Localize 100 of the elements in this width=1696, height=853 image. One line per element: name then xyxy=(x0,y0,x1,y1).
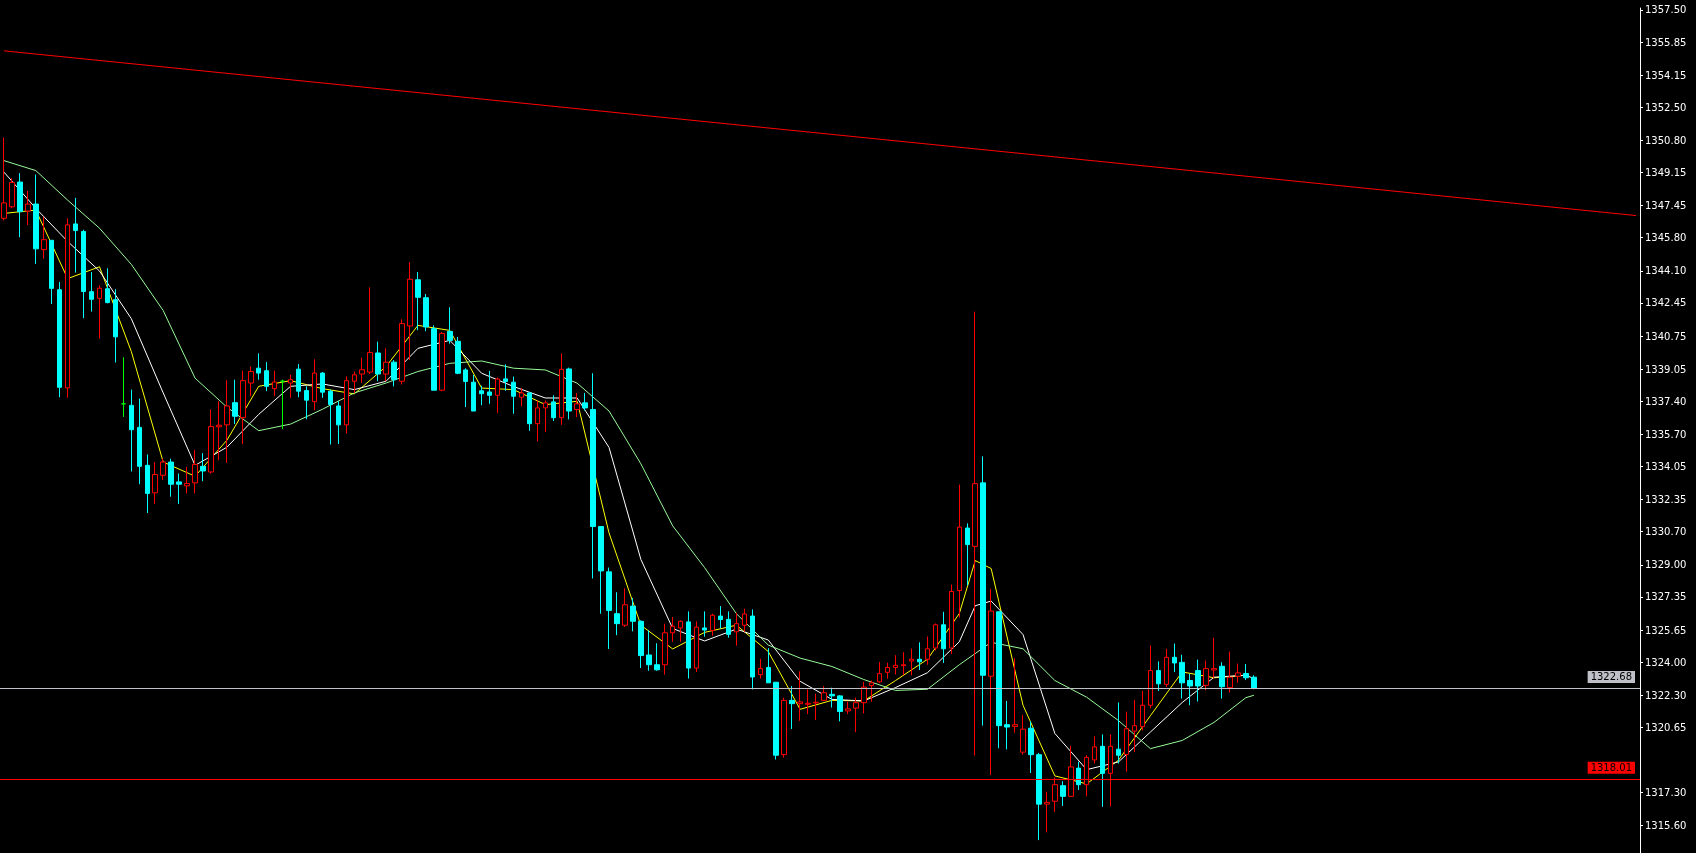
candlestick xyxy=(328,389,333,446)
candlestick xyxy=(853,697,859,733)
candlestick xyxy=(1179,654,1185,700)
y-tick-label: 1315.60 xyxy=(1645,820,1687,832)
candlestick xyxy=(1116,702,1121,764)
candlestick xyxy=(742,608,747,633)
candlestick xyxy=(758,658,763,680)
y-tick-label: 1352.50 xyxy=(1645,101,1687,113)
candlestick xyxy=(972,311,978,756)
y-tick-label: 1344.10 xyxy=(1645,265,1687,277)
candlestick xyxy=(359,357,365,384)
candlestick xyxy=(320,371,325,399)
candlestick xyxy=(527,391,532,432)
y-tick-label: 1355.85 xyxy=(1645,36,1687,48)
candlestick xyxy=(1148,644,1153,709)
candlestick xyxy=(789,685,795,730)
y-tick-label: 1337.40 xyxy=(1645,395,1687,407)
candlestick xyxy=(551,394,556,422)
candlestick xyxy=(1235,663,1241,684)
candlestick xyxy=(622,587,628,628)
candlestick xyxy=(463,367,468,408)
candlestick xyxy=(1092,735,1097,764)
candlestick xyxy=(97,284,102,340)
candlestick xyxy=(9,177,15,209)
candlestick xyxy=(224,379,230,464)
y-tick-label: 1340.75 xyxy=(1645,330,1687,342)
candlestick xyxy=(176,473,182,505)
candlestick xyxy=(1251,674,1257,690)
candlestick xyxy=(1156,660,1161,692)
candlestick xyxy=(296,363,301,398)
candlestick xyxy=(630,597,636,632)
candlestick xyxy=(73,197,78,274)
candlestick xyxy=(821,685,827,702)
candlestick xyxy=(1012,657,1018,734)
candlestick xyxy=(240,370,246,445)
y-tick-label: 1317.30 xyxy=(1645,787,1687,799)
y-tick-label: 1339.05 xyxy=(1645,363,1687,375)
candlestick xyxy=(407,261,413,361)
candlestick xyxy=(160,458,166,481)
candlestick xyxy=(988,588,994,776)
candlestick xyxy=(861,681,867,714)
candlestick xyxy=(654,642,660,672)
candlestick xyxy=(1219,661,1225,700)
candlestick xyxy=(877,661,882,684)
candlestick xyxy=(288,374,293,399)
candlestick xyxy=(137,398,142,485)
candlestick xyxy=(447,306,453,345)
candlestick xyxy=(152,461,158,505)
candlestick xyxy=(256,352,261,381)
candlestick xyxy=(957,484,962,619)
candlestick xyxy=(1028,720,1034,774)
y-tick-label: 1357.50 xyxy=(1645,4,1687,16)
candlestick xyxy=(129,389,134,472)
candlestick xyxy=(933,622,938,652)
candlestick xyxy=(344,375,349,434)
candlestick xyxy=(718,605,723,630)
candlestick xyxy=(670,616,675,643)
y-tick-label: 1347.45 xyxy=(1645,200,1687,212)
ref-line-label: 1318.01 xyxy=(1590,762,1632,774)
candlestick xyxy=(1124,711,1129,773)
candlestick xyxy=(495,377,500,414)
candlestick xyxy=(391,359,397,387)
candlestick xyxy=(208,408,214,475)
candlestick xyxy=(375,341,381,382)
candlestick xyxy=(33,173,39,265)
y-tick-label: 1354.15 xyxy=(1645,69,1687,81)
candlestick xyxy=(574,392,580,418)
candlestick xyxy=(941,611,946,664)
candlestick xyxy=(511,376,516,415)
candlestick xyxy=(367,286,373,375)
candlestick xyxy=(750,608,755,690)
candlestick xyxy=(766,647,771,684)
candlestick xyxy=(216,400,222,461)
candlestick xyxy=(304,385,309,420)
candlestick xyxy=(1187,673,1193,706)
candlestick xyxy=(1020,714,1026,756)
candlestick xyxy=(200,452,206,482)
candlestick xyxy=(312,358,317,411)
candlestick xyxy=(1076,761,1081,791)
candlestick xyxy=(813,693,819,721)
candlestick xyxy=(726,610,731,639)
candlestick xyxy=(829,687,835,709)
y-tick-label: 1327.35 xyxy=(1645,591,1687,603)
y-tick-label: 1329.00 xyxy=(1645,559,1687,571)
candlestick xyxy=(487,370,492,405)
candlestick xyxy=(710,613,715,637)
candlestick xyxy=(781,697,787,759)
candlestick xyxy=(893,654,898,675)
candlestick xyxy=(89,271,94,313)
candlestick xyxy=(694,620,699,673)
candlestick xyxy=(965,522,970,586)
candlestick xyxy=(678,619,683,643)
candlestick xyxy=(399,318,405,386)
candlestick xyxy=(797,670,803,722)
candlestick xyxy=(145,453,150,514)
candlestick xyxy=(168,458,174,498)
candlestick xyxy=(503,363,508,392)
candlestick xyxy=(590,372,596,579)
candlestick xyxy=(192,449,198,494)
candlestick xyxy=(1100,733,1105,808)
